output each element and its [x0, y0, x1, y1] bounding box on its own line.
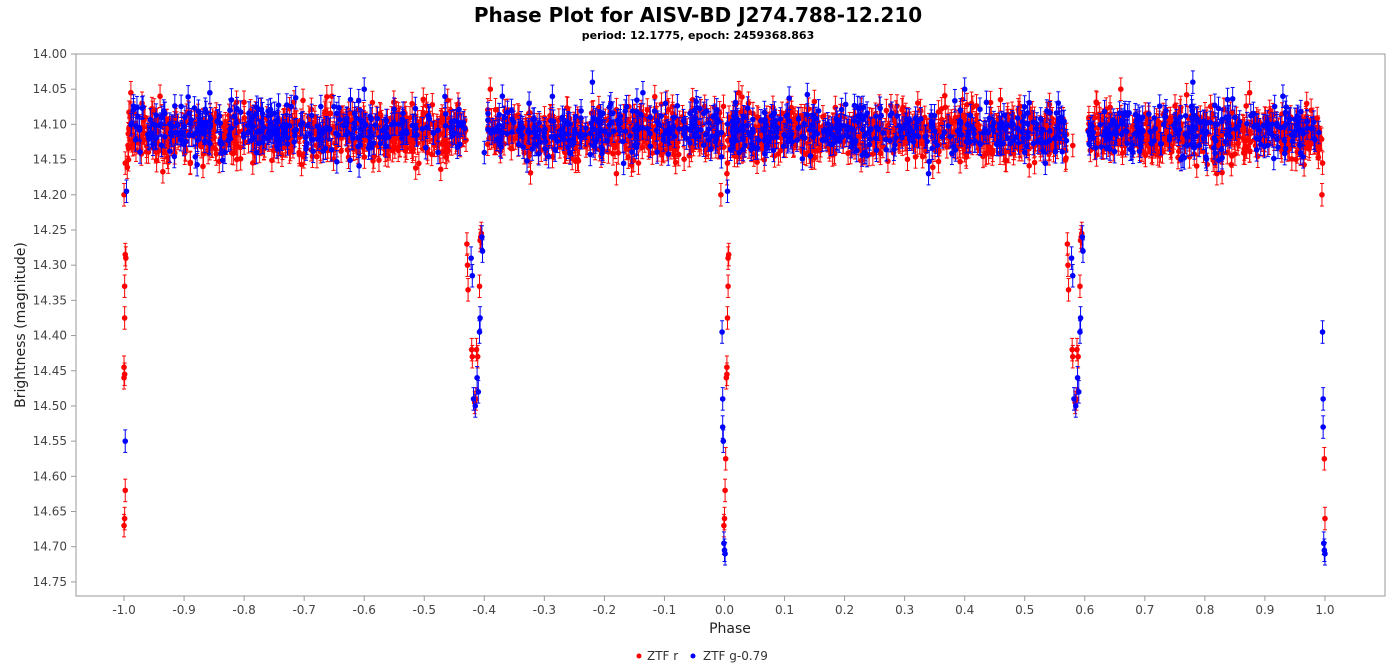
legend-label-ztf-r: ZTF r — [647, 649, 678, 663]
y-tick-label: 14.00 — [33, 47, 67, 61]
x-tick-label: 0.2 — [835, 603, 854, 617]
x-tick-label: 0.7 — [1135, 603, 1154, 617]
y-tick-label: 14.20 — [33, 188, 67, 202]
y-tick-label: 14.30 — [33, 258, 67, 272]
data-point — [125, 136, 132, 161]
legend-marker-ztf-g — [690, 653, 696, 659]
y-tick-label: 14.35 — [33, 293, 67, 307]
x-tick-label: 0.6 — [1075, 603, 1094, 617]
y-axis-label: Brightness (magnitude) — [13, 242, 29, 408]
x-tick-label: 0.5 — [1015, 603, 1034, 617]
x-tick-label: -0.1 — [653, 603, 676, 617]
x-tick-label: -0.4 — [473, 603, 496, 617]
y-tick-label: 14.75 — [33, 575, 67, 589]
x-axis: -1.0 -0.9 -0.8 -0.7 -0.6 -0.5 -0.4 -0.3 -0.2 -0.1… — [76, 595, 1385, 617]
x-tick-label: 0.8 — [1195, 603, 1214, 617]
y-tick-label: 14.05 — [33, 82, 67, 96]
chart-subtitle: period: 12.1775, epoch: 2459368.863 — [582, 29, 815, 42]
y-tick-label: 14.10 — [33, 117, 67, 131]
data-point — [412, 156, 419, 180]
y-tick-label: 14.40 — [33, 329, 67, 343]
x-tick-label: -0.7 — [292, 603, 315, 617]
x-tick-label: 0.1 — [775, 603, 794, 617]
data-points-layer — [121, 70, 1328, 566]
y-tick-label: 14.25 — [33, 223, 67, 237]
x-tick-label: -0.9 — [172, 603, 195, 617]
x-tick-label: -0.6 — [353, 603, 376, 617]
legend-marker-ztf-r — [636, 653, 642, 659]
x-tick-label: -0.3 — [533, 603, 556, 617]
data-point — [187, 151, 194, 176]
data-point — [200, 154, 206, 179]
x-tick-label: 0.3 — [895, 603, 914, 617]
y-tick-label: 14.55 — [33, 434, 67, 448]
y-tick-label: 14.50 — [33, 399, 67, 413]
data-point — [329, 84, 335, 108]
x-tick-label: -1.0 — [112, 603, 135, 617]
data-point — [370, 149, 376, 173]
y-tick-label: 14.15 — [33, 153, 67, 167]
y-tick-label: 14.60 — [33, 469, 67, 483]
chart-title: Phase Plot for AISV-BD J274.788-12.210 — [474, 3, 922, 27]
x-tick-label: -0.8 — [232, 603, 255, 617]
x-axis-label: Phase — [709, 621, 751, 637]
y-tick-label: 14.45 — [33, 364, 67, 378]
x-tick-label: 0.4 — [955, 603, 974, 617]
x-tick-label: -0.5 — [413, 603, 436, 617]
y-tick-label: 14.70 — [33, 540, 67, 554]
x-tick-label: 0.9 — [1255, 603, 1274, 617]
chart-legend: ZTF r ZTF g-0.79 — [636, 649, 768, 663]
x-tick-label: 1.0 — [1315, 603, 1334, 617]
x-tick-label: -0.2 — [593, 603, 616, 617]
legend-label-ztf-g: ZTF g-0.79 — [703, 649, 768, 663]
x-tick-label: 0.0 — [715, 603, 734, 617]
y-axis: 14.00 14.05 14.10 14.15 14.20 14.25 14.30 14.35… — [33, 47, 76, 589]
y-tick-label: 14.65 — [33, 505, 67, 519]
data-point — [444, 88, 451, 113]
